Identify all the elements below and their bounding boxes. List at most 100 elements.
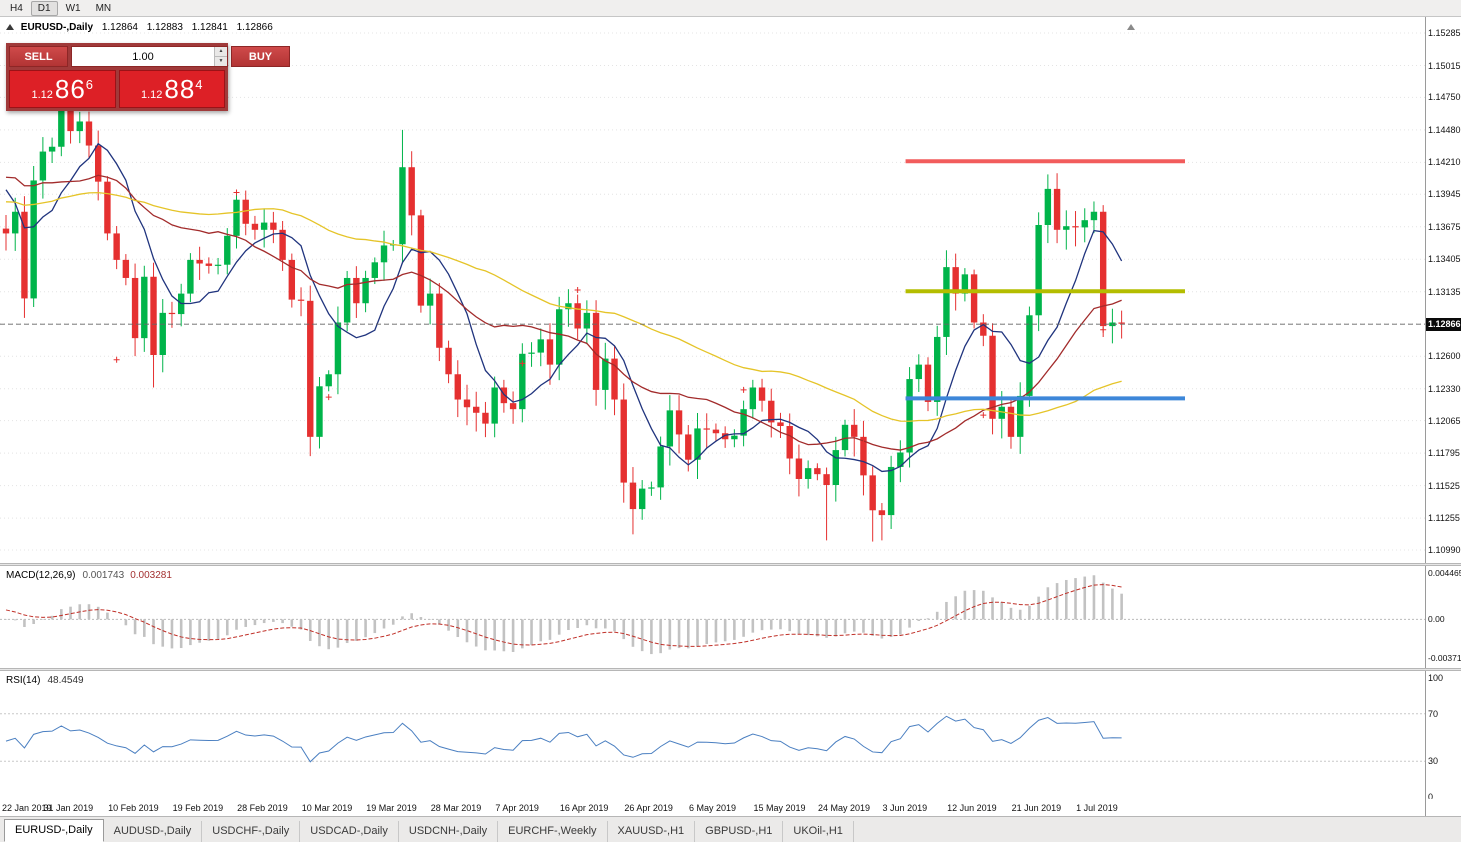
sell-price-pip: 6	[85, 77, 94, 92]
chart-tab-usdcad[interactable]: USDCAD-,Daily	[300, 821, 399, 842]
timeframe-button-d1[interactable]: D1	[30, 0, 58, 16]
macd-value-signal: 0.003281	[130, 570, 172, 581]
date-tick-label: 6 May 2019	[688, 803, 736, 813]
one-click-toggle-icon[interactable]	[6, 24, 14, 30]
panel-divider[interactable]	[0, 563, 1461, 566]
date-tick-label: 10 Mar 2019	[301, 803, 353, 813]
price-chart[interactable]	[0, 17, 1425, 563]
date-tick-label: 12 Jun 2019	[947, 803, 997, 813]
chart-tab-strip: EURUSD-,Daily AUDUSD-,Daily USDCHF-,Daily U…	[0, 816, 1461, 842]
timeframe-button-w1[interactable]: W1	[65, 2, 81, 14]
chart-tab-usdchf[interactable]: USDCHF-,Daily	[202, 821, 301, 842]
ma-8-line[interactable]	[5, 142, 1123, 473]
date-tick-label: 22 Jan 2019	[2, 803, 52, 813]
axis-label: 1.12065	[1428, 415, 1461, 426]
axis-label: 0	[1428, 792, 1434, 802]
chart-tab-audusd[interactable]: AUDUSD-,Daily	[104, 821, 203, 842]
axis-label: 70	[1428, 708, 1439, 719]
chart-tab-ukoil[interactable]: UKOil-,H1	[783, 821, 854, 842]
buy-button[interactable]: BUY	[231, 46, 290, 67]
macd-label: MACD(12,26,9) 0.001743 0.003281	[6, 570, 172, 581]
axis-corner	[1425, 799, 1461, 816]
buy-price-big: 88	[164, 74, 196, 104]
ohlc-low: 1.12841	[191, 22, 228, 33]
ohlc-close: 1.12866	[236, 22, 273, 33]
rsi-pane[interactable]: RSI(14) 48.4549	[0, 671, 1425, 799]
rsi-title: RSI(14)	[6, 675, 41, 686]
candles	[2, 50, 1125, 542]
volume-down-icon[interactable]: ▼	[215, 56, 227, 66]
axis-label: 100	[1428, 673, 1444, 683]
date-tick-label: 7 Apr 2019	[495, 803, 539, 813]
sell-price-button[interactable]: 1.12866	[9, 70, 116, 108]
axis-label: 1.14210	[1428, 157, 1461, 168]
ma-21-line[interactable]	[5, 174, 1122, 451]
rsi-value: 48.4549	[47, 675, 84, 686]
buy-price-pip: 4	[195, 77, 203, 92]
rsi-axis: 100 70 30 0	[1425, 671, 1461, 802]
rsi-label: RSI(14) 48.4549	[6, 675, 84, 686]
chart-tab-gbpusd[interactable]: GBPUSD-,H1	[695, 821, 784, 842]
axis-label: 1.11255	[1428, 513, 1460, 524]
axis-label: 0.004465	[1428, 568, 1461, 578]
panel-divider[interactable]	[0, 668, 1461, 671]
volume-up-icon[interactable]: ▲	[215, 47, 227, 56]
one-click-trading-panel: SELL ▲ ▼ BUY 1.12866 1.12884	[6, 43, 290, 111]
axis-label: 1.13135	[1428, 286, 1461, 297]
chart-tab-usdcnh[interactable]: USDCNH-,Daily	[399, 821, 499, 842]
rsi-chart[interactable]	[0, 671, 1425, 799]
chart-tab-eurchf[interactable]: EURCHF-,Weekly	[498, 821, 608, 842]
axis-label: 1.14750	[1428, 92, 1461, 103]
timeframe-button-mn[interactable]: MN	[95, 2, 112, 14]
axis-label: 1.15015	[1428, 60, 1461, 71]
axis-label: 30	[1428, 756, 1439, 767]
sell-price-big: 86	[54, 74, 86, 104]
date-tick-label: 28 Mar 2019	[430, 803, 482, 813]
chart-header: EURUSD-,Daily 1.12864 1.12883 1.12841 1.…	[6, 22, 273, 33]
axis-label: 1.13945	[1428, 189, 1461, 200]
timeframe-buttons: H4 D1 W1 MN	[3, 0, 119, 16]
buy-price-button[interactable]: 1.12884	[118, 70, 225, 108]
axis-label: 1.11525	[1428, 480, 1460, 491]
date-tick-label: 19 Mar 2019	[366, 803, 417, 813]
date-tick-label: 10 Feb 2019	[108, 803, 159, 813]
chart-shift-marker-icon[interactable]	[1127, 24, 1135, 30]
chart-tab-xauusd[interactable]: XAUUSD-,H1	[608, 821, 696, 842]
timeframe-button-h4[interactable]: H4	[10, 2, 23, 14]
macd-value-main: 0.001743	[82, 570, 125, 581]
axis-label: 1.13675	[1428, 221, 1461, 232]
volume-input[interactable]	[72, 47, 214, 66]
axis-label: 1.12330	[1428, 383, 1461, 394]
ma-50-line[interactable]	[5, 191, 1122, 422]
date-tick-label: 3 Jun 2019	[882, 803, 928, 813]
current-price-badge: 1.12866	[1426, 318, 1461, 332]
time-axis: 22 Jan 2019 31 Jan 2019 10 Feb 2019 19 Feb …	[0, 799, 1425, 816]
axis-label: 1.11795	[1428, 448, 1460, 459]
macd-title: MACD(12,26,9)	[6, 570, 76, 581]
sell-price-prefix: 1.12	[31, 89, 53, 101]
macd-pane[interactable]: MACD(12,26,9) 0.001743 0.003281	[0, 566, 1425, 668]
axis-label: 1.14480	[1428, 124, 1461, 135]
volume-control: ▲ ▼	[71, 46, 228, 67]
date-tick-label: 24 May 2019	[818, 803, 871, 813]
chart-symbol-label: EURUSD-,Daily	[20, 22, 94, 33]
date-tick-label: 21 Jun 2019	[1011, 803, 1062, 813]
date-tick-label: 26 Apr 2019	[624, 803, 673, 813]
price-chart-pane[interactable]: EURUSD-,Daily 1.12864 1.12883 1.12841 1.…	[0, 17, 1425, 563]
timeframe-toolbar: H4 D1 W1 MN	[0, 0, 1461, 17]
grid-lines	[0, 32, 1425, 551]
volume-spinner: ▲ ▼	[214, 47, 227, 66]
chart-tab-eurusd[interactable]: EURUSD-,Daily	[4, 819, 104, 842]
sell-button[interactable]: SELL	[9, 46, 68, 67]
date-tick-label: 16 Apr 2019	[559, 803, 609, 813]
macd-chart[interactable]	[0, 566, 1425, 668]
trade-markers	[113, 189, 1107, 473]
axis-label: 1.10990	[1428, 545, 1461, 555]
ohlc-open: 1.12864	[101, 22, 138, 33]
axis-label: 1.12600	[1428, 351, 1461, 362]
date-tick-label: 31 Jan 2019	[43, 803, 94, 813]
date-tick-label: 19 Feb 2019	[172, 803, 224, 813]
buy-price-prefix: 1.12	[140, 89, 163, 101]
axis-label: 1.13405	[1428, 254, 1461, 265]
price-axis: 1.12866 1.15285 1.15015 1.14750 1.14480 1.14…	[1425, 17, 1461, 563]
